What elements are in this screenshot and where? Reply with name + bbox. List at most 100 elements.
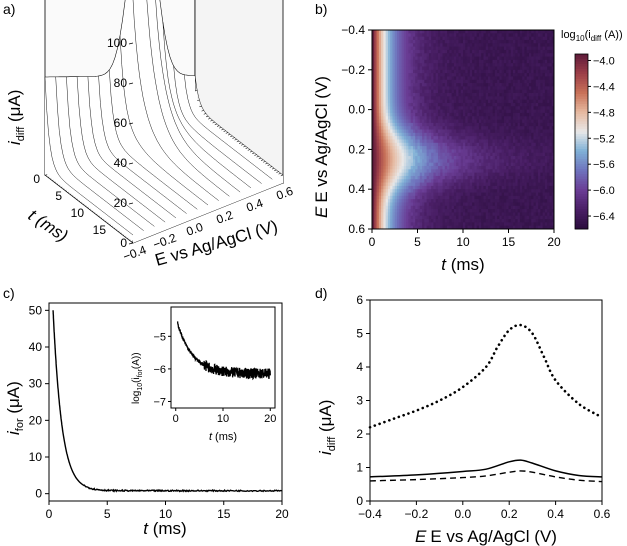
heatmap-cell <box>538 225 541 230</box>
heatmap-cell <box>397 83 400 87</box>
heatmap-cell <box>478 175 482 180</box>
heatmap-cell <box>488 126 491 130</box>
heatmap-cell <box>442 215 446 220</box>
heatmap-cell <box>453 219 457 223</box>
heatmap-cell <box>519 63 523 67</box>
heatmap-cell <box>508 219 512 223</box>
heatmap-cell <box>440 43 443 47</box>
heatmap-cell <box>372 189 375 193</box>
heatmap-cell <box>372 175 375 180</box>
heatmap-cell <box>522 139 525 144</box>
heatmap-cell <box>433 182 437 187</box>
heatmap-cell <box>490 179 493 183</box>
heatmap-cell <box>422 119 425 124</box>
heatmap-cell <box>390 149 393 154</box>
heatmap-cell <box>542 192 546 197</box>
heatmap-cell <box>410 53 414 57</box>
heatmap-cell <box>451 195 455 200</box>
heatmap-cell <box>497 106 500 110</box>
heatmap-cell <box>381 109 384 114</box>
heatmap-cell <box>444 46 448 51</box>
heatmap-cell <box>501 175 505 180</box>
heatmap-cell <box>426 93 430 97</box>
heatmap-cell <box>472 165 475 170</box>
heatmap-cell <box>428 136 432 140</box>
heatmap-cell <box>531 33 534 38</box>
heatmap-cell <box>374 146 377 150</box>
heatmap-cell <box>458 30 462 34</box>
heatmap-cell <box>385 56 389 61</box>
heatmap-cell <box>376 53 380 57</box>
heatmap-cell <box>444 43 448 47</box>
heatmap-cell <box>431 225 434 230</box>
heatmap-cell <box>440 185 443 190</box>
heatmap-cell <box>394 142 398 147</box>
b-x-tick-label: 20 <box>547 235 561 249</box>
heatmap-cell <box>460 33 464 38</box>
heatmap-cell <box>551 225 555 230</box>
heatmap-cell <box>472 46 475 51</box>
heatmap-cell <box>433 222 437 227</box>
heatmap-cell <box>374 192 377 197</box>
colorbar-segment <box>575 146 588 150</box>
heatmap-cell <box>483 149 487 154</box>
heatmap-cell <box>419 175 423 180</box>
heatmap-cell <box>526 129 530 134</box>
heatmap-cell <box>401 225 405 230</box>
heatmap-cell <box>460 192 464 197</box>
heatmap-cell <box>531 89 534 94</box>
heatmap-cell <box>503 205 507 210</box>
heatmap-cell <box>394 33 398 38</box>
heatmap-cell <box>444 93 448 97</box>
heatmap-cell <box>519 225 523 230</box>
heatmap-cell <box>540 192 544 197</box>
heatmap-cell <box>424 76 427 81</box>
heatmap-cell <box>508 69 512 74</box>
heatmap-cell <box>531 199 534 203</box>
heatmap-cell <box>399 212 402 217</box>
heatmap-cell <box>528 146 532 150</box>
heatmap-cell <box>503 179 507 183</box>
heatmap-cell <box>392 76 396 81</box>
heatmap-cell <box>483 109 487 114</box>
heatmap-cell <box>381 122 384 127</box>
heatmap-cell <box>401 99 405 104</box>
heatmap-cell <box>544 73 548 77</box>
heatmap-cell <box>551 175 555 180</box>
heatmap-cell <box>465 36 468 41</box>
heatmap-cell <box>540 156 544 160</box>
heatmap-cell <box>408 189 412 193</box>
heatmap-cell <box>444 83 448 87</box>
heatmap-cell <box>488 96 491 101</box>
heatmap-cell <box>417 182 421 187</box>
heatmap-cell <box>385 205 389 210</box>
heatmap-cell <box>390 63 393 67</box>
heatmap-cell <box>447 179 450 183</box>
heatmap-cell <box>424 195 427 200</box>
heatmap-cell <box>385 43 389 47</box>
heatmap-cell <box>458 199 462 203</box>
heatmap-cell <box>499 165 503 170</box>
heatmap-cell <box>385 202 389 207</box>
heatmap-cell <box>469 139 473 144</box>
heatmap-cell <box>412 83 416 87</box>
heatmap-cell <box>437 215 441 220</box>
heatmap-cell <box>372 99 375 104</box>
heatmap-cell <box>501 33 505 38</box>
heatmap-cell <box>549 69 553 74</box>
heatmap-cell <box>467 175 471 180</box>
heatmap-cell <box>490 199 493 203</box>
heatmap-cell <box>508 126 512 130</box>
heatmap-cell <box>467 172 471 177</box>
heatmap-cell <box>488 132 491 137</box>
colorbar-segment <box>575 89 588 92</box>
heatmap-cell <box>442 219 446 223</box>
heatmap-cell <box>535 152 539 157</box>
heatmap-cell <box>442 46 446 51</box>
heatmap-cell <box>547 79 550 84</box>
heatmap-cell <box>456 136 459 140</box>
heatmap-cell <box>506 99 509 104</box>
heatmap-cell <box>547 89 550 94</box>
heatmap-cell <box>397 76 400 81</box>
heatmap-cell <box>419 152 423 157</box>
